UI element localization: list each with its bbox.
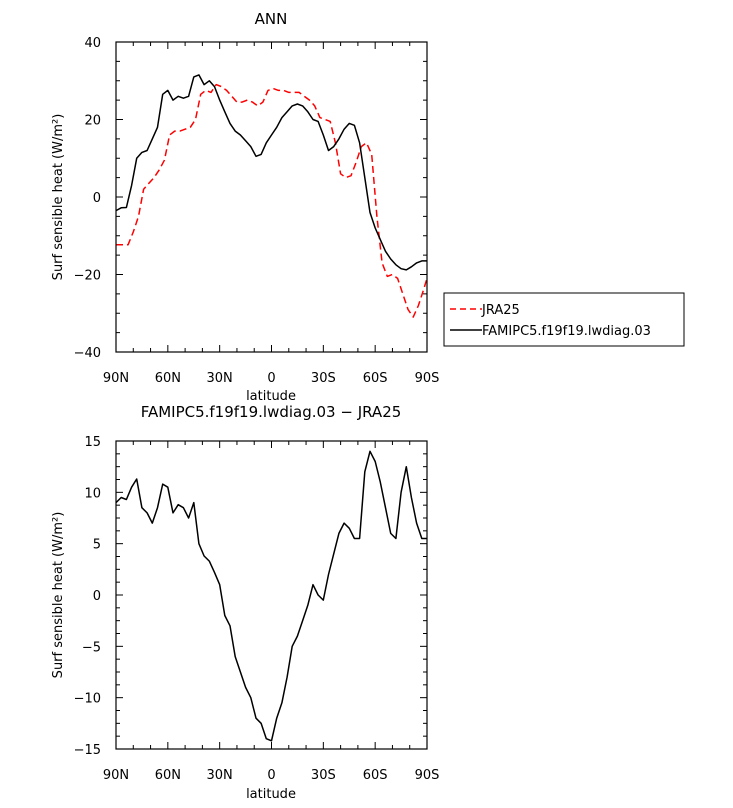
plot-frame xyxy=(115,41,428,353)
x-tick-label: 60S xyxy=(363,371,388,386)
series-line-jra25 xyxy=(116,83,428,318)
legend-label-jra25: JRA25 xyxy=(481,303,520,318)
y-tick-label: −5 xyxy=(82,640,101,655)
legend-label-famipc5: FAMIPC5.f19f19.lwdiag.03 xyxy=(482,324,651,339)
y-tick-label: −40 xyxy=(74,346,101,361)
x-tick-label: 30N xyxy=(207,371,233,386)
y-tick-label: 10 xyxy=(84,486,101,501)
line-marks xyxy=(115,74,428,318)
x-tick-label: 90N xyxy=(103,768,129,783)
y-tick-labels: −15 −10 −5 0 5 10 15 xyxy=(74,435,101,758)
legend: JRA25 FAMIPC5.f19f19.lwdiag.03 xyxy=(443,292,685,347)
x-tick-labels: 90N 60N 30N 0 30S 60S 90S xyxy=(103,768,440,783)
x-tick-label: 60N xyxy=(155,371,181,386)
y-tick-label: 0 xyxy=(93,589,101,604)
series-line-famipc5-f19f19-lwdiag-03 xyxy=(115,74,427,271)
axis-ticks xyxy=(115,41,428,353)
y-tick-label: 40 xyxy=(84,36,101,51)
y-axis-label: Surf sensible heat (W/m²) xyxy=(51,512,66,679)
x-tick-label: 0 xyxy=(267,768,275,783)
x-axis-label: latitude xyxy=(246,389,296,404)
x-tick-label: 90S xyxy=(415,371,440,386)
panel-difference: FAMIPC5.f19f19.lwdiag.03 − JRA25 −15−10−… xyxy=(51,403,439,802)
chart-title: ANN xyxy=(255,10,288,28)
chart-title: FAMIPC5.f19f19.lwdiag.03 − JRA25 xyxy=(141,403,402,421)
y-tick-label: −20 xyxy=(74,269,101,284)
x-tick-label: 30S xyxy=(311,768,336,783)
x-tick-label: 0 xyxy=(267,371,275,386)
axis-ticks xyxy=(115,440,428,750)
legend-box xyxy=(443,292,685,347)
y-tick-label: −15 xyxy=(74,743,101,758)
x-tick-label: 30N xyxy=(207,768,233,783)
y-tick-label: 20 xyxy=(84,114,101,129)
panel-annual-mean: ANN −40 −20 0 20 40 90N 60N 30N 0 30S 60S 90S lati… xyxy=(51,10,685,404)
y-tick-label: 0 xyxy=(93,191,101,206)
y-tick-labels: −40 −20 0 20 40 xyxy=(74,36,101,361)
x-tick-label: 60S xyxy=(363,768,388,783)
line-marks xyxy=(115,450,427,742)
x-tick-label: 30S xyxy=(311,371,336,386)
y-tick-label: −10 xyxy=(74,692,101,707)
y-axis-label: Surf sensible heat (W/m²) xyxy=(51,114,66,281)
y-tick-label: 5 xyxy=(93,538,101,553)
x-tick-label: 90S xyxy=(415,768,440,783)
x-axis-label: latitude xyxy=(246,787,296,802)
series-line-difference xyxy=(115,450,427,742)
y-tick-label: 15 xyxy=(84,435,101,450)
x-tick-label: 60N xyxy=(155,768,181,783)
x-tick-label: 90N xyxy=(103,371,129,386)
x-tick-labels: 90N 60N 30N 0 30S 60S 90S xyxy=(103,371,440,386)
